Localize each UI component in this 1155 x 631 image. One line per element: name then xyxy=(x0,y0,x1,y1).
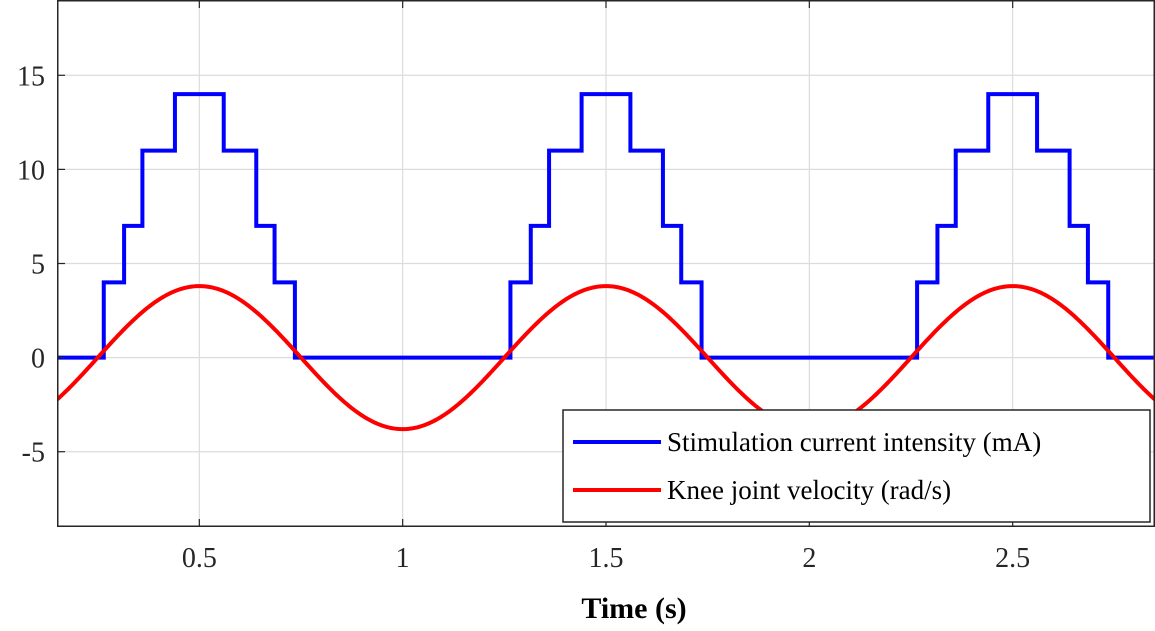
series-stimulation-current-line xyxy=(57,92,1155,360)
legend: Stimulation current intensity (mA) Knee j… xyxy=(562,409,1151,523)
y-tick-label: 10 xyxy=(17,155,45,186)
y-tick-label: 0 xyxy=(31,344,45,375)
x-tick-label: 0.5 xyxy=(182,543,217,574)
x-tick-label: 1.5 xyxy=(589,543,624,574)
x-axis-title: Time (s) xyxy=(581,592,686,625)
x-tick-label: 2 xyxy=(802,543,816,574)
legend-label: Stimulation current intensity (mA) xyxy=(667,427,1041,457)
x-tick-label: 2.5 xyxy=(995,543,1030,574)
series-knee-velocity-line xyxy=(57,284,1155,432)
y-tick-label: 15 xyxy=(17,61,45,92)
y-tick-label: -5 xyxy=(22,438,45,469)
legend-box xyxy=(562,409,1151,523)
plot-lines xyxy=(57,92,1155,432)
legend-label: Knee joint velocity (rad/s) xyxy=(667,475,951,505)
x-tick-label: 1 xyxy=(396,543,410,574)
y-tick-label: 5 xyxy=(31,250,45,281)
tick-labels: 0.5 1 1.5 2 2.5 -5 0 5 10 15 xyxy=(17,61,1030,574)
